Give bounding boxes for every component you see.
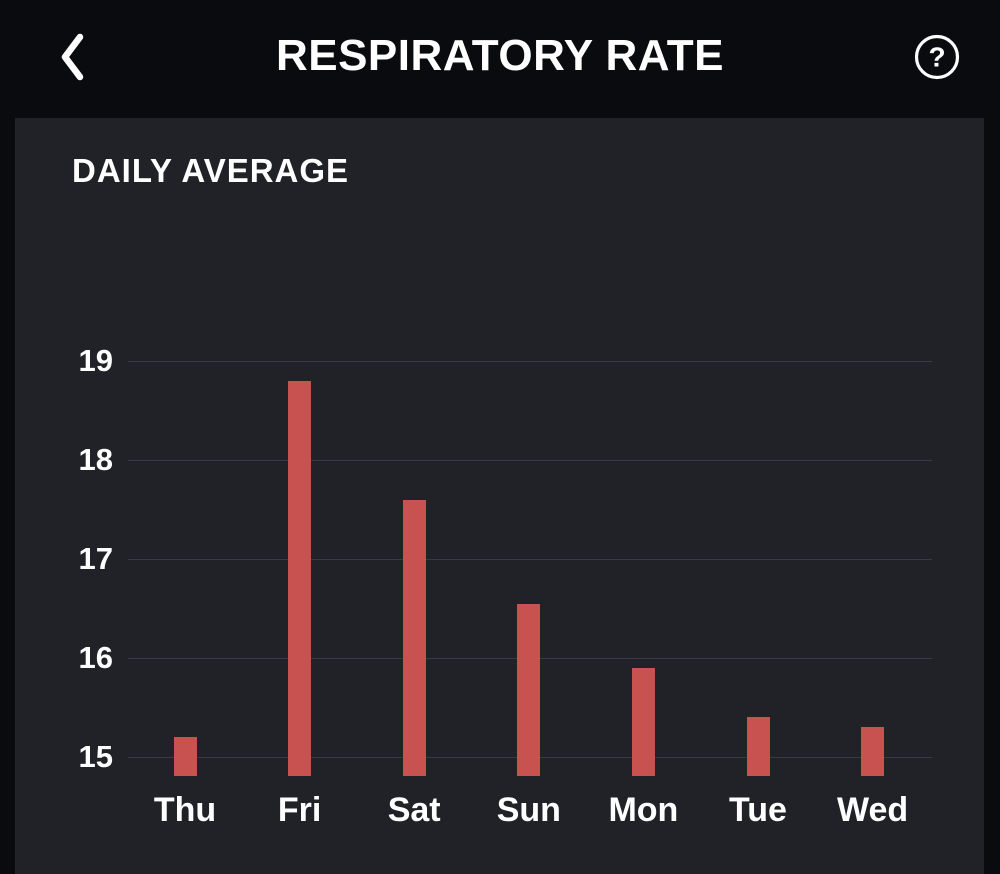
bar-fri <box>288 380 312 776</box>
section-title: DAILY AVERAGE <box>72 152 350 189</box>
help-button[interactable]: ? <box>912 32 962 82</box>
bar-thu <box>173 737 197 776</box>
page-title: RESPIRATORY RATE <box>275 31 725 80</box>
x-label-mon: Mon <box>608 791 679 829</box>
bar-sat <box>402 499 426 776</box>
question-mark-glyph: ? <box>928 42 945 73</box>
y-tick-label-18: 18 <box>78 442 113 477</box>
x-label-tue: Tue <box>729 791 787 829</box>
top-bar: RESPIRATORY RATE ? <box>0 0 1000 118</box>
bar-mon <box>631 667 655 776</box>
x-label-fri: Fri <box>277 791 322 829</box>
y-tick-label-19: 19 <box>78 343 113 378</box>
bar-wed <box>861 727 885 776</box>
y-tick-label-17: 17 <box>78 541 113 576</box>
question-mark-circle-icon: ? <box>913 33 961 81</box>
gridline-17 <box>128 559 932 560</box>
y-tick-label-16: 16 <box>78 640 113 675</box>
x-label-sun: Sun <box>496 791 561 829</box>
x-label-sat: Sat <box>387 791 441 829</box>
back-button[interactable] <box>46 28 98 86</box>
chart-card: DAILY AVERAGE 15 16 17 18 19 Thu Fri Sat Sun Mon T… <box>15 118 984 874</box>
gridline-18 <box>128 460 932 461</box>
gridline-19 <box>128 361 932 362</box>
bar-chart: 15 16 17 18 19 Thu Fri Sat Sun Mon Tue Wed <box>15 118 984 874</box>
bar-sun <box>517 603 541 776</box>
chevron-left-icon <box>59 32 85 82</box>
bar-tue <box>746 717 770 776</box>
y-tick-label-15: 15 <box>78 739 113 774</box>
x-label-wed: Wed <box>837 791 909 829</box>
x-label-thu: Thu <box>153 791 217 829</box>
